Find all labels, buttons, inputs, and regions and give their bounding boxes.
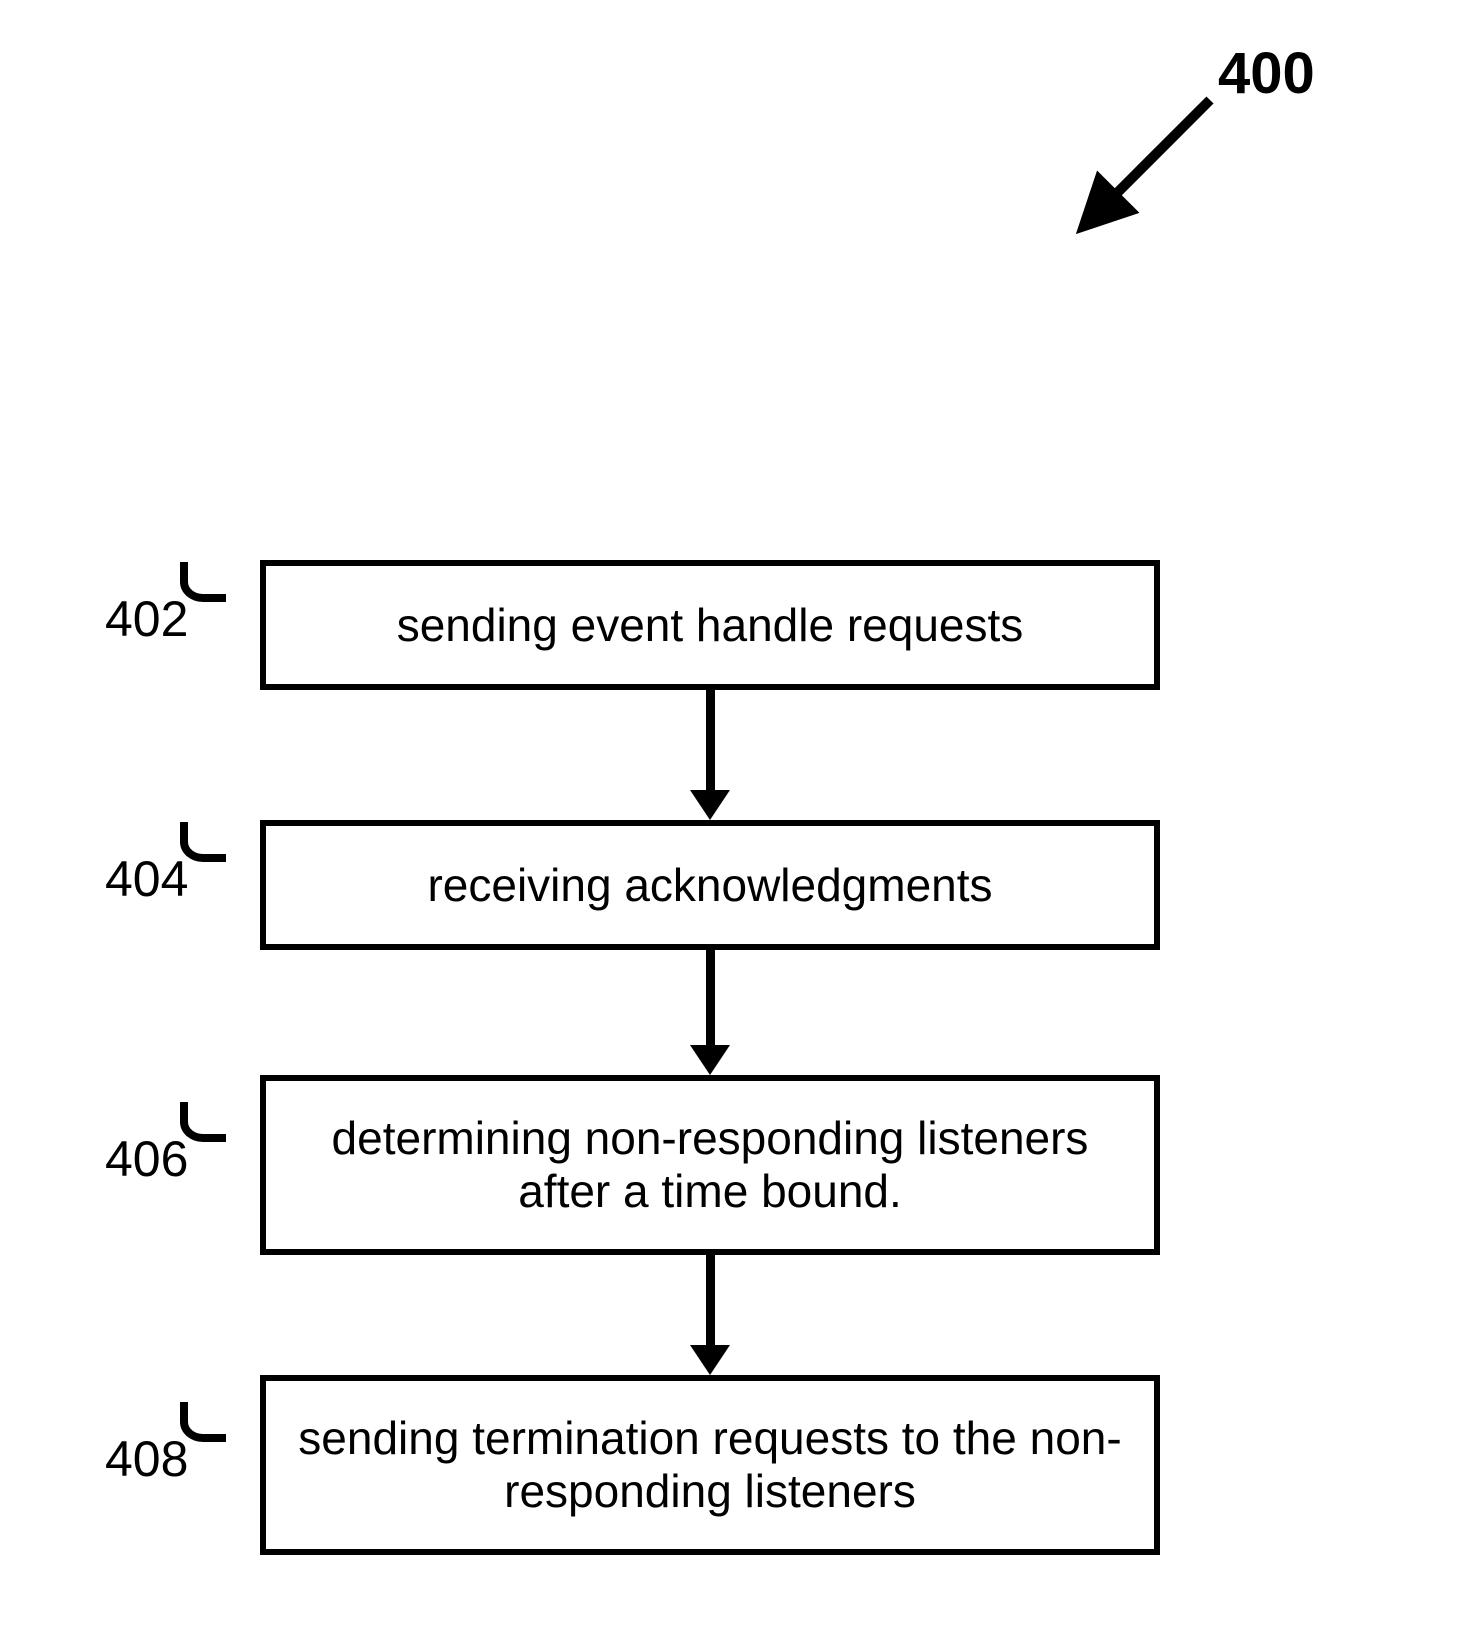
- flowchart-step-tick-404: [180, 822, 226, 862]
- flowchart-step-label-402: 402: [105, 590, 188, 648]
- flowchart-canvas: 400 sending event handle requests 402 rece…: [0, 0, 1478, 1626]
- flowchart-step-404: receiving acknowledgments: [260, 820, 1160, 950]
- flowchart-step-402: sending event handle requests: [260, 560, 1160, 690]
- flowchart-step-tick-402: [180, 562, 226, 602]
- figure-number-label: 400: [1218, 40, 1315, 107]
- flowchart-step-label-408: 408: [105, 1430, 188, 1488]
- flowchart-arrow-head-2: [690, 1345, 730, 1375]
- flowchart-step-text: sending termination requests to the non-…: [286, 1412, 1134, 1518]
- flowchart-arrow-line-2: [706, 1255, 715, 1345]
- flowchart-step-label-406: 406: [105, 1130, 188, 1188]
- flowchart-step-text: determining non-responding listeners aft…: [286, 1112, 1134, 1218]
- flowchart-step-tick-406: [180, 1102, 226, 1142]
- flowchart-arrow-line-0: [706, 690, 715, 790]
- flowchart-step-label-404: 404: [105, 850, 188, 908]
- flowchart-arrow-head-0: [690, 790, 730, 820]
- flowchart-step-tick-408: [180, 1402, 226, 1442]
- flowchart-arrow-head-1: [690, 1045, 730, 1075]
- flowchart-step-text: receiving acknowledgments: [427, 859, 992, 912]
- flowchart-arrow-line-1: [706, 950, 715, 1045]
- figure-pointer-line: [1090, 100, 1210, 220]
- flowchart-step-text: sending event handle requests: [397, 599, 1024, 652]
- flowchart-step-406: determining non-responding listeners aft…: [260, 1075, 1160, 1255]
- flowchart-step-408: sending termination requests to the non-…: [260, 1375, 1160, 1555]
